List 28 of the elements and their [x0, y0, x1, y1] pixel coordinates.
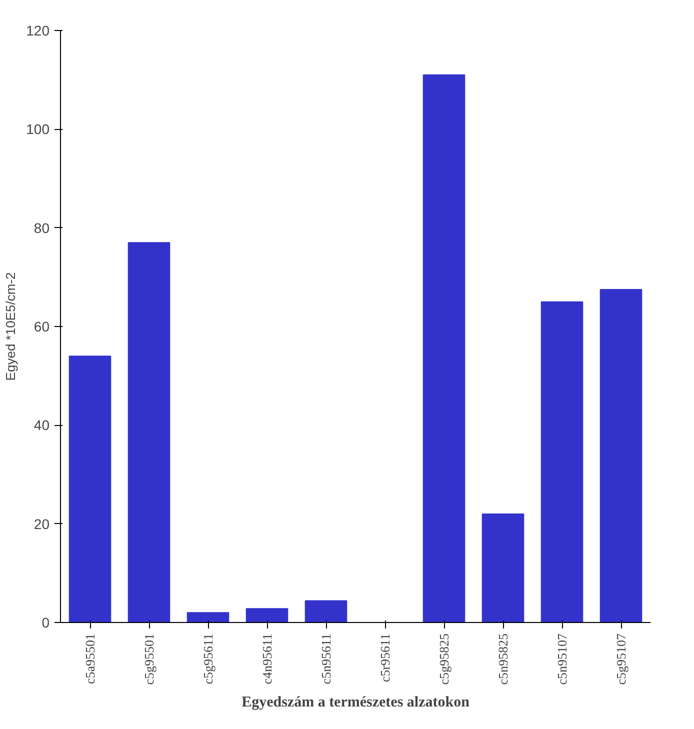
y-tick-label: 80 — [34, 220, 50, 236]
y-tick-label: 100 — [26, 121, 50, 138]
y-tick-label: 40 — [34, 417, 50, 434]
bar — [482, 513, 524, 622]
bar — [186, 612, 230, 622]
x-tick-label: c5n95107 — [554, 633, 570, 685]
x-tick-label: c5g95107 — [614, 633, 628, 685]
x-tick-label: c5g95825 — [436, 633, 452, 685]
y-axis-title: Egyed *10E5/cm-2 — [3, 272, 18, 381]
bar — [540, 301, 584, 622]
x-tick-label: c4n95611 — [260, 633, 274, 684]
bar — [68, 356, 112, 622]
text: Egyedszám a természetes alzatokon — [242, 694, 470, 710]
bar — [304, 600, 348, 622]
bar — [422, 74, 466, 622]
bar — [246, 608, 288, 622]
y-tick-label: 60 — [34, 318, 50, 334]
bar — [128, 242, 170, 622]
x-tick-label: c5n95825 — [496, 633, 510, 685]
y-tick-label: 20 — [34, 516, 50, 532]
x-tick-label: c5r95611 — [378, 633, 392, 682]
y-tick-label: 0 — [42, 614, 50, 630]
x-tick-label: c5n95611 — [318, 633, 334, 684]
x-tick-label: c5a95501 — [82, 633, 98, 684]
y-tick-label: 120 — [26, 22, 50, 38]
x-tick-label: c5g95611 — [200, 633, 216, 684]
x-tick-label: c5g95501 — [142, 633, 156, 685]
bar — [600, 289, 642, 622]
